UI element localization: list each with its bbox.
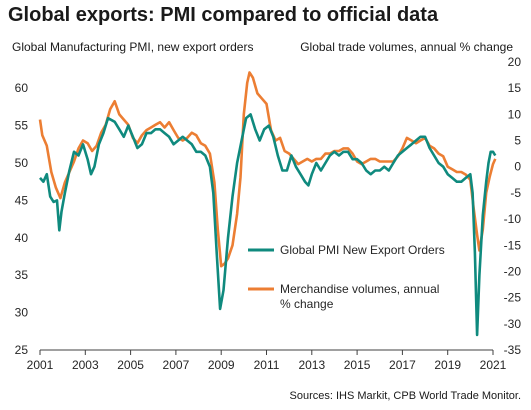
x-axis: 2001 2003 2005 2007 2009 2011 2013 2015 2017 2019… <box>27 349 507 372</box>
right-tick-label: -5 <box>510 186 521 200</box>
right-tick-label: -15 <box>504 238 522 252</box>
left-tick-label: 45 <box>15 193 29 207</box>
x-tick-label: 2021 <box>480 358 507 372</box>
left-tick-label: 25 <box>15 343 29 357</box>
merchandise-series-line <box>38 71 497 268</box>
left-tick-label: 50 <box>15 156 29 170</box>
right-tick-label: 20 <box>508 55 522 69</box>
right-tick-label: -25 <box>504 291 522 305</box>
right-axis-label: Global trade volumes, annual % change <box>300 40 513 54</box>
legend-label-merchandise: Merchandise volumes, annual% change <box>280 282 439 311</box>
left-tick-label: 35 <box>15 268 29 282</box>
left-tick-label: 60 <box>15 81 29 95</box>
left-tick-label: 40 <box>15 231 29 245</box>
x-tick-label: 2005 <box>117 358 144 372</box>
right-tick-label: -30 <box>504 317 522 331</box>
right-tick-label: 10 <box>508 107 522 121</box>
x-tick-label: 2011 <box>254 358 280 372</box>
right-tick-label: 5 <box>514 134 521 148</box>
series-layer <box>38 71 497 337</box>
right-tick-label: 15 <box>508 81 522 95</box>
x-tick-label: 2013 <box>298 358 325 372</box>
x-tick-label: 2015 <box>344 358 371 372</box>
x-tick-label: 2001 <box>27 358 54 372</box>
legend: Global PMI New Export Orders Merchandise … <box>248 243 445 311</box>
legend-label-pmi: Global PMI New Export Orders <box>280 243 445 257</box>
chart-title: Global exports: PMI compared to official… <box>8 4 439 26</box>
left-tick-label: 55 <box>15 119 29 133</box>
right-tick-label: -10 <box>504 212 522 226</box>
x-tick-label: 2007 <box>163 358 190 372</box>
x-tick-label: 2019 <box>434 358 461 372</box>
right-tick-label: -20 <box>504 264 522 278</box>
right-tick-label: 0 <box>514 160 521 174</box>
right-tick-label: -35 <box>504 343 522 357</box>
pmi-series-line <box>39 113 497 337</box>
source-note: Sources: IHS Markit, CPB World Trade Mon… <box>289 390 521 402</box>
x-tick-label: 2003 <box>72 358 99 372</box>
x-tick-label: 2009 <box>208 358 235 372</box>
left-axis-ticks: 25 30 35 40 45 50 55 60 <box>15 81 29 357</box>
left-tick-label: 30 <box>15 306 29 320</box>
left-axis-label: Global Manufacturing PMI, new export ord… <box>12 40 254 54</box>
x-tick-label: 2017 <box>389 358 416 372</box>
right-axis-ticks: -35 -30 -25 -20 -15 -10 -5 0 5 10 15 20 <box>504 55 522 357</box>
